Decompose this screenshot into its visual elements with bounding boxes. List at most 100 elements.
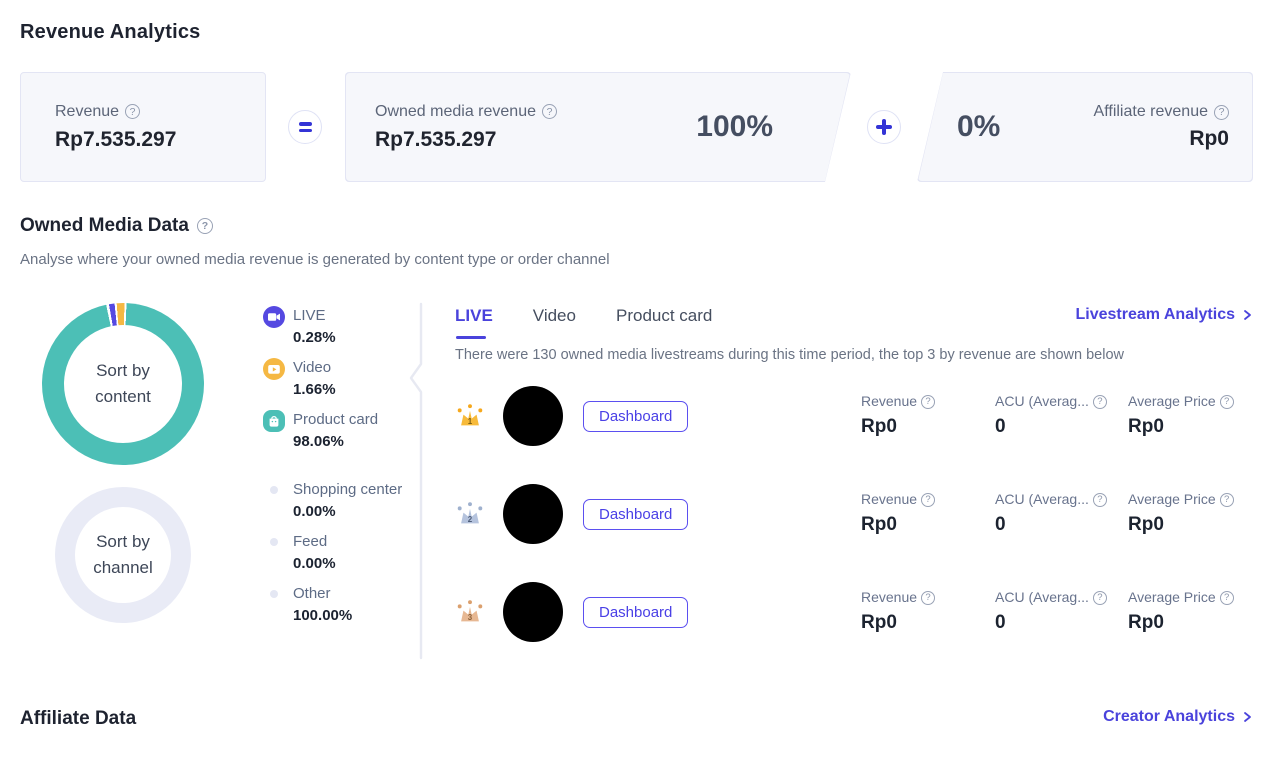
channel-donut-label-line2: channel (93, 558, 153, 577)
svg-text:2: 2 (468, 515, 473, 524)
metric-acu-value: 0 (995, 514, 1006, 535)
help-icon[interactable] (1092, 590, 1107, 605)
legend-value: 0.28% (293, 329, 336, 346)
metric-average-price-label: Average Price (1128, 491, 1216, 507)
legend-item-product-card: Product card 98.06% (263, 410, 413, 451)
dashboard-button[interactable]: Dashboard (583, 400, 689, 432)
sort-by-content-donut-chart: Sort by content (42, 303, 204, 465)
metric-average-price: Average Price Rp0 (1128, 393, 1234, 438)
affiliate-revenue-card: 0% Affiliate revenue Rp0 (917, 72, 1253, 182)
help-icon[interactable] (125, 104, 141, 119)
legend-value: 0.00% (293, 503, 336, 520)
livestream-avatar (503, 582, 563, 642)
legend-label: Other (293, 585, 331, 602)
metric-average-price-value: Rp0 (1128, 514, 1164, 535)
help-icon[interactable] (196, 218, 213, 234)
affiliate-card-label: Affiliate revenue (1093, 103, 1208, 120)
affiliate-data-heading: Affiliate Data (20, 708, 137, 729)
help-icon[interactable] (921, 394, 936, 409)
metric-acu-label: ACU (Averag... (995, 393, 1089, 409)
help-icon[interactable] (1219, 590, 1234, 605)
metric-average-price: Average Price Rp0 (1128, 589, 1234, 634)
livestream-avatar (503, 484, 563, 544)
help-icon[interactable] (921, 590, 936, 605)
livestream-avatar (503, 386, 563, 446)
help-icon[interactable] (541, 104, 557, 119)
livestream-row-2: 2 Dashboard Revenue Rp0 ACU (Averag... 0… (455, 484, 1253, 544)
help-icon[interactable] (1092, 394, 1107, 409)
content-donut-label-line1: Sort by (96, 361, 150, 380)
plus-icon (867, 110, 901, 144)
tab-video[interactable]: Video (532, 306, 576, 325)
rank-2-crown-icon: 2 (457, 502, 483, 524)
livestream-row-3: 3 Dashboard Revenue Rp0 ACU (Averag... 0… (455, 582, 1253, 642)
affiliate-card-value: Rp0 (1189, 127, 1229, 150)
legend-item-feed: Feed 0.00% (263, 532, 413, 573)
channel-legend: Shopping center 0.00% Feed 0.00% Other 1… (263, 480, 413, 636)
metric-revenue-label: Revenue (861, 491, 918, 507)
owned-media-card-label: Owned media revenue (375, 102, 536, 120)
rank-1-crown-icon: 1 (457, 404, 483, 426)
legend-value: 98.06% (293, 433, 344, 450)
owned-media-percent: 100% (696, 110, 773, 143)
metric-revenue: Revenue Rp0 (861, 491, 936, 536)
content-legend: LIVE 0.28% Video 1.66% Product card 98.0… (263, 306, 413, 462)
legend-label: Product card (293, 411, 379, 428)
product-card-icon (263, 410, 285, 432)
metric-average-price-value: Rp0 (1128, 612, 1164, 633)
legend-item-video: Video 1.66% (263, 358, 413, 399)
equals-icon (288, 110, 322, 144)
bullet-dot-icon (270, 486, 278, 494)
owned-media-detail-panel: LIVE Video Product card Livestream Analy… (455, 300, 1253, 680)
legend-value: 1.66% (293, 381, 336, 398)
affiliate-percent: 0% (957, 110, 1001, 143)
metric-acu-label: ACU (Averag... (995, 589, 1089, 605)
revenue-summary-card: Revenue Rp7.535.297 (20, 72, 266, 182)
creator-analytics-link[interactable]: Creator Analytics (1103, 708, 1253, 726)
legend-label: Video (293, 359, 332, 376)
legend-item-live: LIVE 0.28% (263, 306, 413, 347)
metric-revenue: Revenue Rp0 (861, 393, 936, 438)
metric-average-price: Average Price Rp0 (1128, 491, 1234, 536)
content-type-tabs: LIVE Video Product card Livestream Analy… (455, 306, 1253, 339)
livestream-summary-note: There were 130 owned media livestreams d… (455, 347, 1124, 363)
metric-acu-value: 0 (995, 416, 1006, 437)
creator-analytics-label: Creator Analytics (1103, 708, 1235, 725)
metric-acu: ACU (Averag... 0 (995, 491, 1107, 536)
metric-revenue-label: Revenue (861, 589, 918, 605)
legend-item-shopping-center: Shopping center 0.00% (263, 480, 413, 521)
help-icon[interactable] (921, 492, 936, 507)
metric-revenue: Revenue Rp0 (861, 589, 936, 634)
chevron-right-icon (1244, 310, 1251, 320)
help-icon[interactable] (1214, 104, 1229, 120)
metric-average-price-value: Rp0 (1128, 416, 1164, 437)
chevron-right-icon (1244, 712, 1251, 722)
bullet-dot-icon (270, 538, 278, 546)
live-icon (263, 306, 285, 328)
tab-live[interactable]: LIVE (455, 306, 493, 339)
tab-product-card[interactable]: Product card (615, 306, 713, 325)
owned-media-card-value: Rp7.535.297 (375, 127, 497, 151)
owned-media-data-description: Analyse where your owned media revenue i… (20, 251, 610, 268)
legend-label: LIVE (293, 307, 326, 324)
metric-revenue-value: Rp0 (861, 514, 897, 535)
dashboard-button[interactable]: Dashboard (583, 596, 689, 628)
panel-divider-collapse-handle[interactable] (403, 300, 425, 662)
livestream-analytics-link[interactable]: Livestream Analytics (1076, 306, 1253, 324)
help-icon[interactable] (1092, 492, 1107, 507)
revenue-card-value: Rp7.535.297 (55, 127, 177, 151)
help-icon[interactable] (1219, 394, 1234, 409)
owned-media-data-heading: Owned Media Data (20, 215, 213, 237)
legend-value: 0.00% (293, 555, 336, 572)
metric-revenue-value: Rp0 (861, 612, 897, 633)
help-icon[interactable] (1219, 492, 1234, 507)
dashboard-button[interactable]: Dashboard (583, 498, 689, 530)
metric-average-price-label: Average Price (1128, 589, 1216, 605)
video-icon (263, 358, 285, 380)
metric-revenue-value: Rp0 (861, 416, 897, 437)
metric-acu: ACU (Averag... 0 (995, 589, 1107, 634)
metric-average-price-label: Average Price (1128, 393, 1216, 409)
metric-acu-label: ACU (Averag... (995, 491, 1089, 507)
bullet-dot-icon (270, 590, 278, 598)
